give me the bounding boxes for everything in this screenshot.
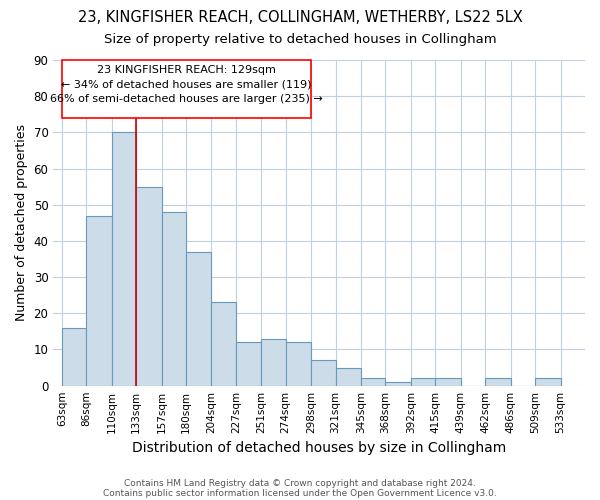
Bar [236, 342, 262, 386]
Text: 23 KINGFISHER REACH: 129sqm: 23 KINGFISHER REACH: 129sqm [97, 66, 276, 76]
Bar [262, 338, 286, 386]
Bar [335, 368, 361, 386]
Text: Contains public sector information licensed under the Open Government Licence v3: Contains public sector information licen… [103, 488, 497, 498]
Bar [485, 378, 511, 386]
Bar [86, 216, 112, 386]
Text: 66% of semi-detached houses are larger (235) →: 66% of semi-detached houses are larger (… [50, 94, 323, 104]
Bar [311, 360, 335, 386]
Bar [361, 378, 385, 386]
Bar [436, 378, 461, 386]
Bar [62, 328, 86, 386]
Text: Size of property relative to detached houses in Collingham: Size of property relative to detached ho… [104, 32, 496, 46]
Bar [385, 382, 411, 386]
Text: ← 34% of detached houses are smaller (119): ← 34% of detached houses are smaller (11… [61, 80, 312, 90]
Text: Contains HM Land Registry data © Crown copyright and database right 2024.: Contains HM Land Registry data © Crown c… [124, 478, 476, 488]
Bar [161, 212, 186, 386]
X-axis label: Distribution of detached houses by size in Collingham: Distribution of detached houses by size … [132, 441, 506, 455]
Bar [62, 60, 311, 118]
Y-axis label: Number of detached properties: Number of detached properties [15, 124, 28, 322]
Bar [186, 252, 211, 386]
Bar [411, 378, 436, 386]
Bar [211, 302, 236, 386]
Text: 23, KINGFISHER REACH, COLLINGHAM, WETHERBY, LS22 5LX: 23, KINGFISHER REACH, COLLINGHAM, WETHER… [77, 10, 523, 25]
Bar [535, 378, 560, 386]
Bar [136, 186, 161, 386]
Bar [286, 342, 311, 386]
Bar [112, 132, 136, 386]
